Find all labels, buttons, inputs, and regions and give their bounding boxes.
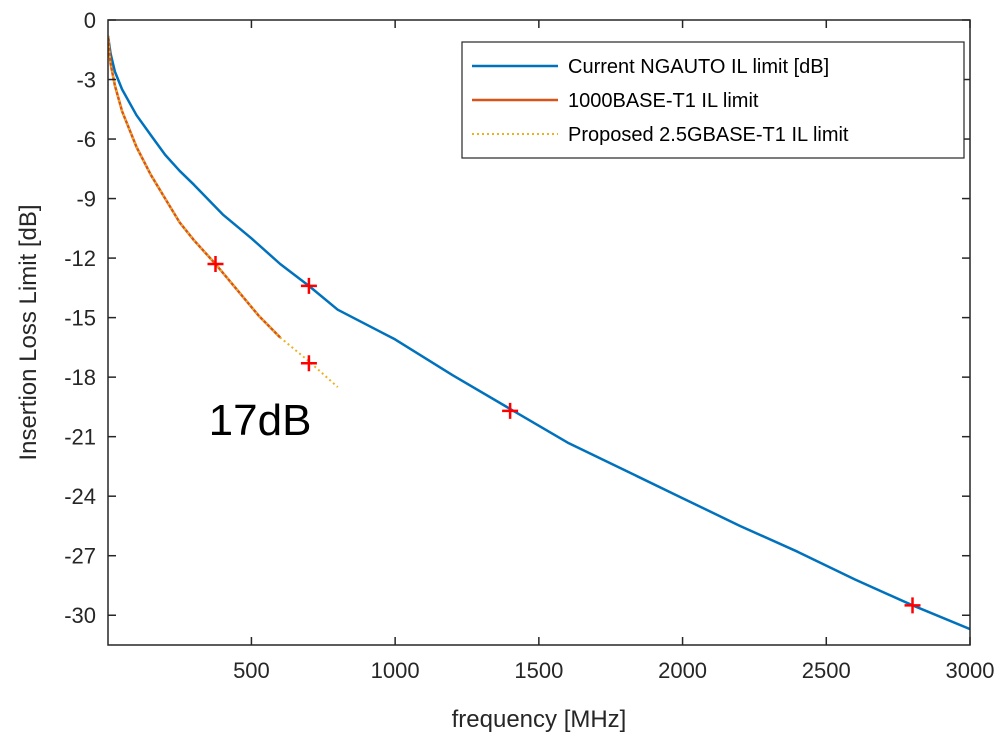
x-tick-label: 1500 — [514, 658, 563, 683]
y-tick-label: -3 — [76, 68, 96, 93]
y-tick-label: -27 — [64, 544, 96, 569]
data-marker — [300, 355, 317, 372]
data-marker — [300, 277, 317, 294]
x-tick-label: 1000 — [371, 658, 420, 683]
legend: Current NGAUTO IL limit [dB] 1000BASE-T1 … — [461, 41, 965, 159]
y-tick-label: -9 — [76, 187, 96, 212]
series-line-3 — [108, 35, 339, 388]
tick-layer: 500 1000 1500 2000 2500 3000 0 -3 -6 -9 -12 -15 -18 -… — [64, 8, 994, 683]
y-tick-label: -18 — [64, 365, 96, 390]
data-marker — [904, 597, 921, 614]
legend-label-2: 1000BASE-T1 IL limit — [568, 90, 759, 112]
y-tick-label: 0 — [84, 8, 96, 33]
x-tick-label: 500 — [233, 658, 270, 683]
x-tick-label: 3000 — [946, 658, 995, 683]
y-axis-label: Insertion Loss Limit [dB] — [15, 204, 42, 460]
x-tick-label: 2000 — [658, 658, 707, 683]
x-tick-label: 2500 — [802, 658, 851, 683]
y-tick-label: -6 — [76, 127, 96, 152]
y-tick-label: -12 — [64, 246, 96, 271]
data-marker — [207, 256, 224, 273]
data-marker — [502, 402, 519, 419]
legend-label-1: Current NGAUTO IL limit [dB] — [568, 56, 829, 78]
y-tick-label: -21 — [64, 425, 96, 450]
y-tick-label: -24 — [64, 484, 96, 509]
annotation-text: 17dB — [209, 396, 312, 445]
marker-layer — [207, 256, 921, 614]
y-tick-label: -30 — [64, 603, 96, 628]
annotation-layer: 17dB — [209, 396, 312, 445]
y-tick-label: -15 — [64, 306, 96, 331]
legend-label-3: Proposed 2.5GBASE-T1 IL limit — [568, 124, 849, 146]
x-axis-label: frequency [MHz] — [452, 706, 627, 733]
